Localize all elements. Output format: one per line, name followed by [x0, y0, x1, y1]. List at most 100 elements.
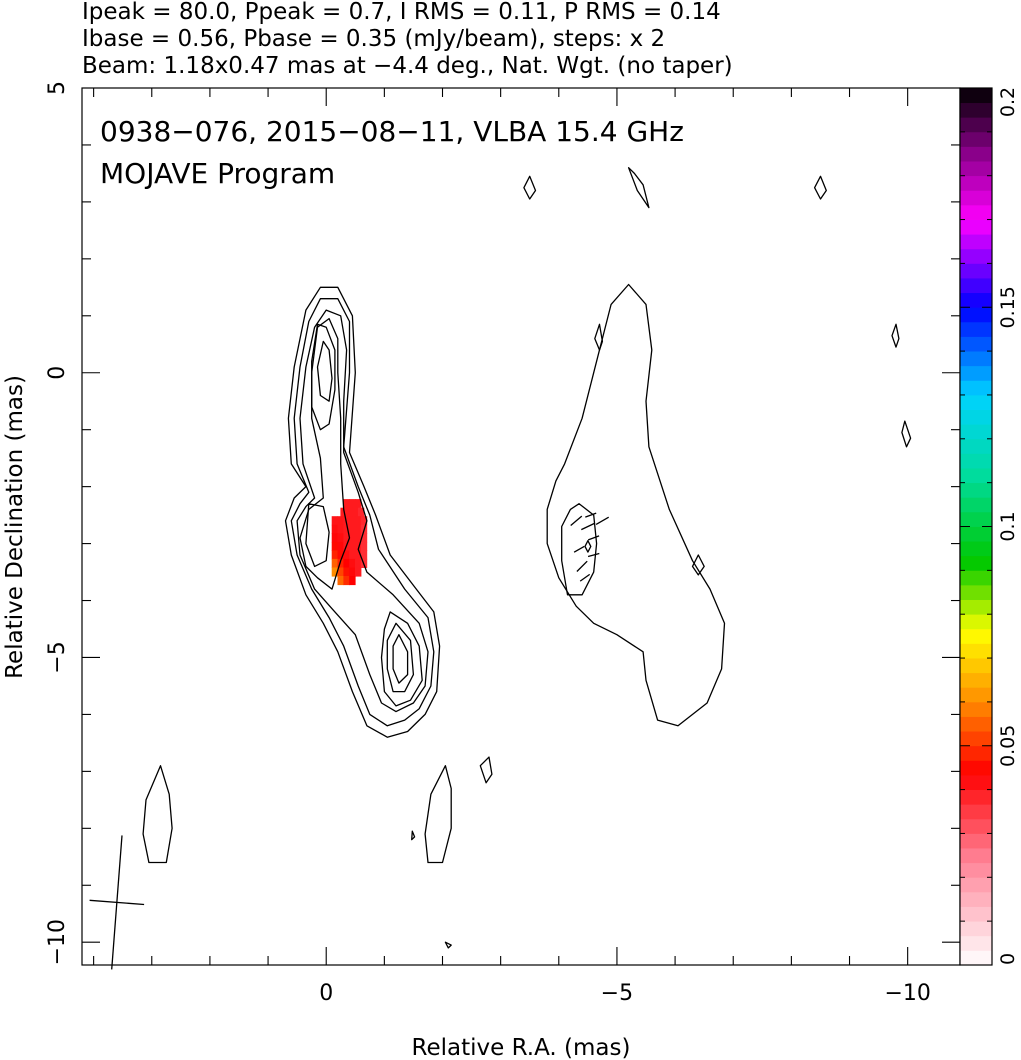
- colorbar-tick-label: 0.15: [997, 286, 1019, 328]
- y-axis-label: Relative Declination (mas): [2, 375, 28, 679]
- contour-line-polarized-intensity: [901, 420, 912, 448]
- contour-line-polarized-intensity: [561, 503, 598, 596]
- fpol-pixel: [337, 541, 344, 551]
- colorbar-swatch: [960, 658, 992, 674]
- colorbar-tick-label: 0.05: [997, 725, 1019, 767]
- contour-line-polarized-intensity: [546, 283, 726, 727]
- beam-marker: [89, 835, 145, 970]
- fpol-pixel: [343, 558, 350, 568]
- contour-line-total-intensity: [305, 503, 330, 568]
- fpol-pixel: [346, 507, 353, 517]
- chart-subtitle: MOJAVE Program: [100, 157, 335, 190]
- axis-tick-labels: 0 −5 −10 5 0 −5 −10: [45, 81, 931, 1006]
- colorbar-swatch: [960, 570, 992, 586]
- colorbar-swatch: [960, 848, 992, 864]
- colorbar-swatch: [960, 584, 992, 600]
- fpol-pixel: [355, 516, 362, 526]
- contour-line-total-intensity: [424, 765, 452, 864]
- colorbar-swatch: [960, 263, 992, 279]
- fpol-pixel: [337, 558, 344, 568]
- colorbar-swatch: [960, 804, 992, 820]
- stokes-i-contours: [142, 167, 912, 949]
- fpol-pixel: [343, 533, 350, 543]
- colorbar-swatch: [960, 336, 992, 352]
- colorbar-swatch: [960, 789, 992, 805]
- fpol-pixel: [343, 550, 350, 560]
- colorbar-swatch: [960, 833, 992, 849]
- fpol-pixel: [360, 533, 368, 543]
- contour-line-total-intensity: [142, 765, 173, 864]
- colorbar-swatch: [960, 102, 992, 118]
- fpol-pixel: [355, 541, 362, 551]
- colorbar-swatch: [960, 701, 992, 717]
- colorbar-swatch: [960, 307, 992, 323]
- axis-ticks: [82, 87, 960, 965]
- colorbar-swatch: [960, 278, 992, 294]
- contour-line-total-intensity: [479, 756, 493, 784]
- fpol-pixel: [343, 499, 350, 509]
- colorbar-swatch: [960, 248, 992, 264]
- contour-line-total-intensity: [386, 622, 415, 693]
- fpol-pixel: [355, 567, 362, 577]
- fpol-pixel: [360, 550, 368, 560]
- contour-line-total-intensity: [380, 611, 423, 707]
- colorbar-swatch: [960, 482, 992, 498]
- colorbar-swatch: [960, 906, 992, 922]
- fpol-pixel: [343, 524, 350, 534]
- fpol-pixel: [355, 524, 362, 534]
- colorbar-tick-label: 0.2: [997, 87, 1019, 117]
- colorbar-swatch: [960, 175, 992, 191]
- colorbar-swatch: [960, 161, 992, 177]
- colorbar-swatch: [960, 921, 992, 937]
- fpol-pixel: [337, 550, 344, 560]
- colorbar-swatch: [960, 380, 992, 396]
- fpol-pixel: [337, 524, 344, 534]
- colorbar-tick-label: 0: [997, 953, 1019, 965]
- fpol-pixel: [331, 550, 339, 560]
- contour-line-polarized-intensity: [891, 323, 900, 348]
- colorbar-swatch: [960, 409, 992, 425]
- contour-line-total-intensity: [444, 941, 452, 949]
- fpol-pixel: [343, 576, 350, 586]
- y-tick-label: 5: [45, 81, 70, 95]
- contour-line-polarized-intensity: [627, 167, 650, 209]
- colorbar-swatch: [960, 745, 992, 761]
- colorbar-swatch: [960, 424, 992, 440]
- colorbar-swatch: [960, 204, 992, 220]
- colorbar-swatch: [960, 731, 992, 747]
- plot-frame: [81, 87, 961, 966]
- fpol-pixel: [349, 524, 356, 534]
- contour-line-total-intensity: [290, 298, 435, 727]
- fpol-pixel: [355, 550, 362, 560]
- colorbar-swatch: [960, 351, 992, 367]
- polarization-vector: [595, 516, 610, 525]
- polarization-vector: [579, 573, 591, 582]
- colorbar-swatch: [960, 716, 992, 732]
- colorbar-swatch: [960, 687, 992, 703]
- colorbar-swatch: [960, 219, 992, 235]
- chart-title: 0938−076, 2015−08−11, VLBA 15.4 GHz: [100, 115, 684, 148]
- colorbar-swatch: [960, 453, 992, 469]
- colorbar-swatch: [960, 146, 992, 162]
- y-tick-label: −10: [45, 919, 70, 965]
- polarization-vector: [587, 552, 600, 558]
- contour-line-total-intensity: [411, 830, 416, 841]
- colorbar-swatch: [960, 497, 992, 513]
- colorbar-swatch: [960, 292, 992, 308]
- colorbar: [960, 88, 992, 966]
- contour-line-total-intensity: [311, 323, 336, 431]
- fpol-pixel: [337, 533, 344, 543]
- fpol-pixel: [349, 533, 356, 543]
- polarization-vector: [576, 560, 588, 572]
- colorbar-swatch: [960, 614, 992, 630]
- fpol-pixel: [357, 507, 365, 517]
- contour-line-total-intensity: [296, 309, 429, 713]
- fpol-pixel: [355, 499, 362, 509]
- x-tick-label: −5: [601, 981, 633, 1006]
- contour-line-polarized-intensity: [813, 175, 827, 200]
- contour-line-total-intensity: [392, 634, 409, 684]
- colorbar-swatch: [960, 672, 992, 688]
- polarization-vector: [581, 522, 595, 531]
- contour-line-polarized-intensity: [691, 554, 705, 576]
